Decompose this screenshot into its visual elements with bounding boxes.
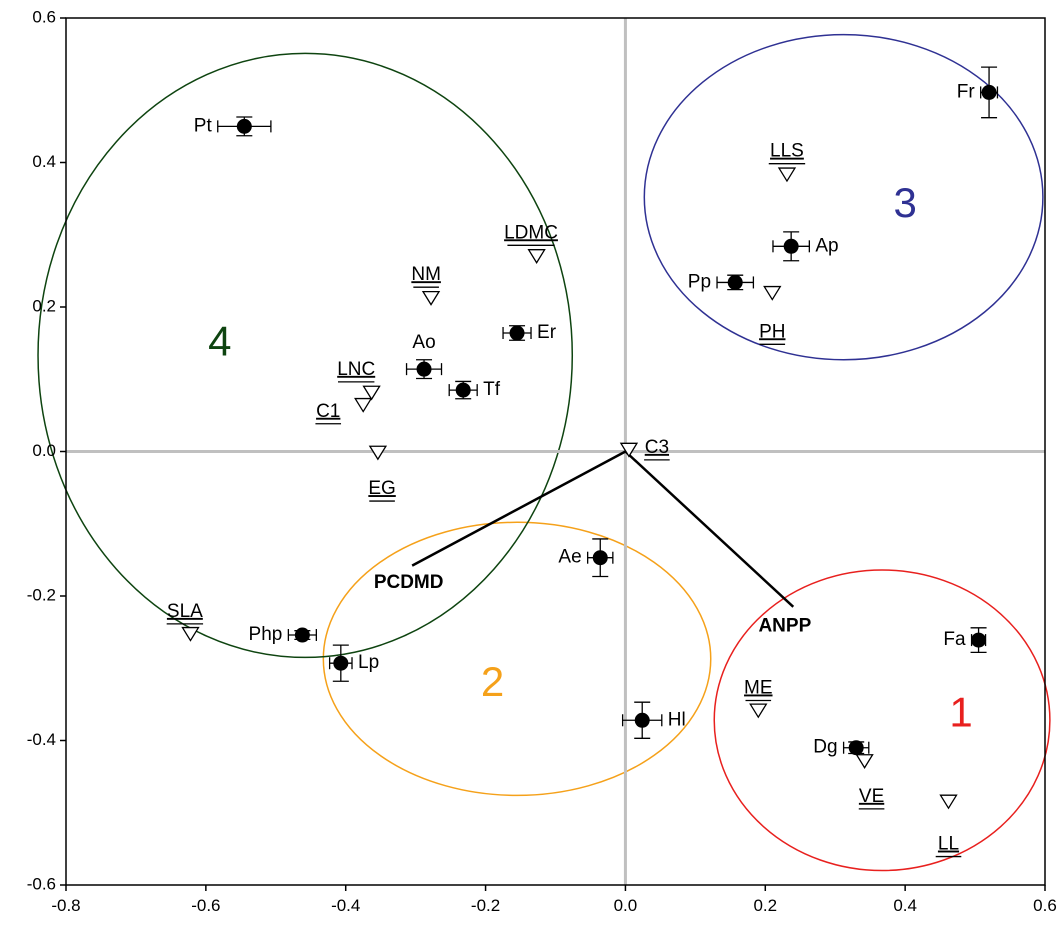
species-label-php: Php: [249, 624, 283, 645]
species-point-fr: [981, 84, 997, 100]
y-tick-label: -0.4: [27, 730, 56, 749]
trait-marker-sla: [181, 626, 200, 642]
y-tick-label: -0.6: [27, 874, 56, 893]
species-point-lp: [333, 655, 349, 671]
species-label-pt: Pt: [194, 115, 213, 136]
trait-marker-ph: [763, 285, 782, 301]
species-point-ae: [592, 550, 608, 566]
x-tick-label: 0.0: [614, 896, 638, 915]
species-point-pp: [727, 274, 743, 290]
group-ellipse-1: [713, 569, 1051, 872]
group-label-3: 3: [893, 179, 916, 226]
species-point-hl: [634, 712, 650, 728]
y-tick-label: 0.6: [32, 7, 56, 26]
group-ellipse-3: [643, 33, 1044, 361]
trait-markers: [181, 167, 958, 810]
group-label-4: 4: [208, 318, 231, 365]
species-point-ap: [783, 238, 799, 254]
trait-marker-nm: [421, 290, 441, 306]
x-tick-label: 0.6: [1033, 896, 1057, 915]
trait-label-lnc: LNC: [337, 359, 375, 380]
trait-marker-c1: [354, 397, 373, 413]
group-ellipses: [37, 33, 1051, 872]
x-tick-label: 0.4: [893, 896, 917, 915]
axis-ticks: -0.8 -0.6 -0.4 -0.2 0.0 0.2 0.4 0.6 0.6 0.4 0.2 0.0…: [27, 7, 1057, 915]
trait-marker-ldmc: [527, 249, 546, 264]
x-tick-label: -0.6: [191, 896, 220, 915]
group-label-2: 2: [481, 658, 504, 705]
trait-marker-ve: [855, 754, 874, 769]
vector-line-anpp: [624, 450, 795, 608]
species-label-hl: Hl: [668, 709, 686, 730]
vector-label-pcdmd: PCDMD: [374, 572, 444, 593]
vector-lines: [411, 450, 795, 608]
x-tick-label: -0.2: [471, 896, 500, 915]
species-label-dg: Dg: [813, 737, 837, 758]
species-label-er: Er: [537, 322, 557, 343]
trait-marker-c3: [619, 442, 639, 458]
group-ellipse-4: [37, 52, 574, 659]
trait-marker-ll: [939, 794, 958, 810]
trait-label-nm: NM: [411, 264, 441, 285]
species-label-fr: Fr: [957, 81, 976, 102]
species-label-ap: Ap: [815, 235, 838, 256]
species-points: [217, 66, 999, 756]
x-tick-label: -0.4: [331, 896, 360, 915]
trait-label-sla: SLA: [167, 601, 203, 622]
x-tick-label: 0.2: [753, 896, 777, 915]
group-label-1: 1: [949, 688, 972, 735]
trait-label-eg: EG: [368, 478, 395, 499]
trait-label-ldmc: LDMC: [504, 222, 558, 243]
y-tick-label: -0.2: [27, 585, 56, 604]
trait-label-me: ME: [744, 677, 773, 698]
species-label-pp: Pp: [688, 271, 711, 292]
trait-label-lls: LLS: [770, 141, 804, 162]
species-point-pt: [236, 118, 252, 134]
trait-marker-eg: [368, 445, 388, 461]
trait-label-ph: PH: [759, 321, 785, 342]
trait-label-ve: VE: [859, 786, 884, 807]
y-tick-label: 0.4: [32, 152, 56, 171]
trait-label-c3: C3: [645, 437, 669, 458]
species-point-dg: [848, 740, 864, 756]
species-label-ae: Ae: [558, 547, 581, 568]
zero-axes: [66, 18, 1045, 885]
species-point-php: [294, 627, 310, 643]
group-ellipse-2: [322, 521, 712, 797]
trait-marker-lls: [777, 167, 797, 183]
trait-marker-me: [749, 703, 768, 719]
species-label-tf: Tf: [483, 379, 501, 400]
species-point-ao: [416, 361, 432, 377]
chart-labels: 1 2 3 4 PCDMD ANPP LLS LDMC NM PH LNC C1 C3 EG SLA ME VE…: [166, 81, 976, 858]
species-label-lp: Lp: [358, 652, 379, 673]
species-label-ao: Ao: [412, 332, 435, 353]
species-label-fa: Fa: [943, 629, 966, 650]
species-point-er: [509, 325, 525, 341]
trait-label-c1: C1: [316, 401, 340, 422]
y-tick-label: 0.0: [32, 441, 56, 460]
x-tick-label: -0.8: [51, 896, 80, 915]
vector-line-pcdmd: [411, 450, 627, 567]
y-tick-label: 0.2: [32, 296, 56, 315]
trait-label-ll: LL: [938, 834, 959, 855]
species-point-tf: [455, 382, 471, 398]
species-point-fa: [971, 632, 987, 648]
trait-marker-lnc: [362, 385, 381, 401]
vector-label-anpp: ANPP: [758, 615, 811, 636]
